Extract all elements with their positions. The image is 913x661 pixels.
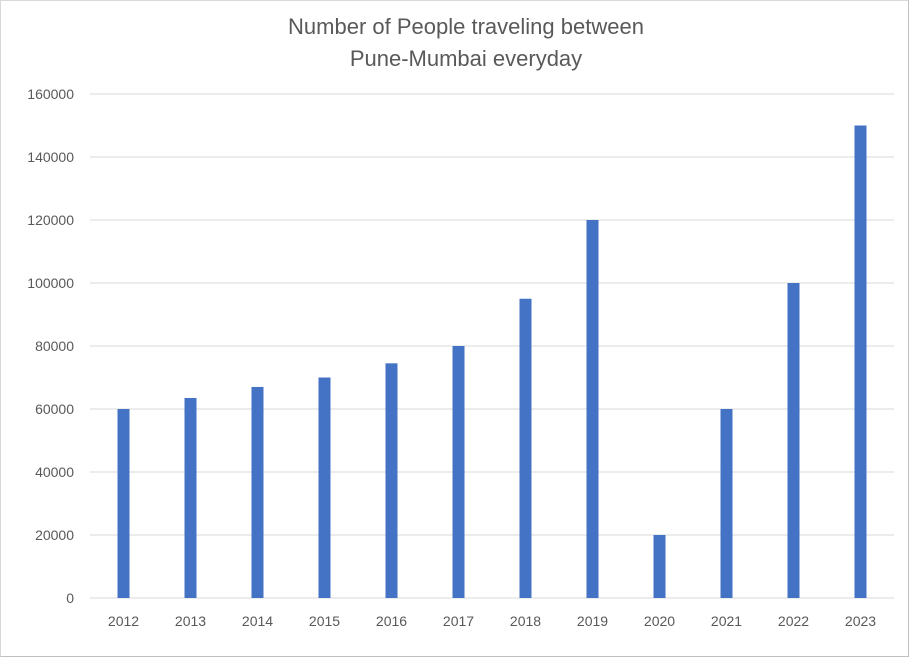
y-tick-label: 60000: [35, 401, 74, 417]
bars: [117, 125, 867, 598]
x-tick-label: 2021: [711, 613, 742, 629]
chart-title-line-2: Pune-Mumbai everyday: [350, 46, 582, 71]
x-tick-label: 2015: [309, 613, 340, 629]
x-tick-label: 2013: [175, 613, 206, 629]
x-tick-label: 2019: [577, 613, 608, 629]
y-tick-label: 100000: [27, 275, 74, 291]
x-tick-label: 2018: [510, 613, 541, 629]
y-tick-label: 40000: [35, 464, 74, 480]
bar-2018: [519, 298, 532, 598]
bar-2019: [586, 220, 599, 598]
bar-2023: [854, 125, 867, 598]
x-axis-tick-labels: 2012 2013 2014 2015 2016 2017 2018 2019 2020 2021…: [108, 613, 876, 629]
bar-2020: [653, 535, 666, 598]
x-tick-label: 2012: [108, 613, 139, 629]
x-tick-label: 2016: [376, 613, 407, 629]
x-tick-label: 2020: [644, 613, 675, 629]
bar-2012: [117, 409, 130, 598]
bar-2022: [787, 283, 800, 598]
y-tick-label: 120000: [27, 212, 74, 228]
y-tick-label: 160000: [27, 86, 74, 102]
y-tick-label: 20000: [35, 527, 74, 543]
y-tick-label: 80000: [35, 338, 74, 354]
chart-title-line-1: Number of People traveling between: [288, 14, 644, 39]
bar-2021: [720, 409, 733, 598]
x-tick-label: 2022: [778, 613, 809, 629]
y-tick-label: 140000: [27, 149, 74, 165]
gridlines: [90, 93, 894, 599]
bar-2014: [251, 386, 264, 598]
x-tick-label: 2023: [845, 613, 876, 629]
bar-2015: [318, 377, 331, 598]
y-tick-label: 0: [66, 590, 74, 606]
bar-2017: [452, 346, 465, 598]
x-tick-label: 2017: [443, 613, 474, 629]
bar-2013: [184, 397, 197, 598]
y-axis-tick-labels: 0 20000 40000 60000 80000 100000 120000 140000 1…: [27, 86, 74, 606]
x-tick-label: 2014: [242, 613, 273, 629]
bar-2016: [385, 363, 398, 598]
